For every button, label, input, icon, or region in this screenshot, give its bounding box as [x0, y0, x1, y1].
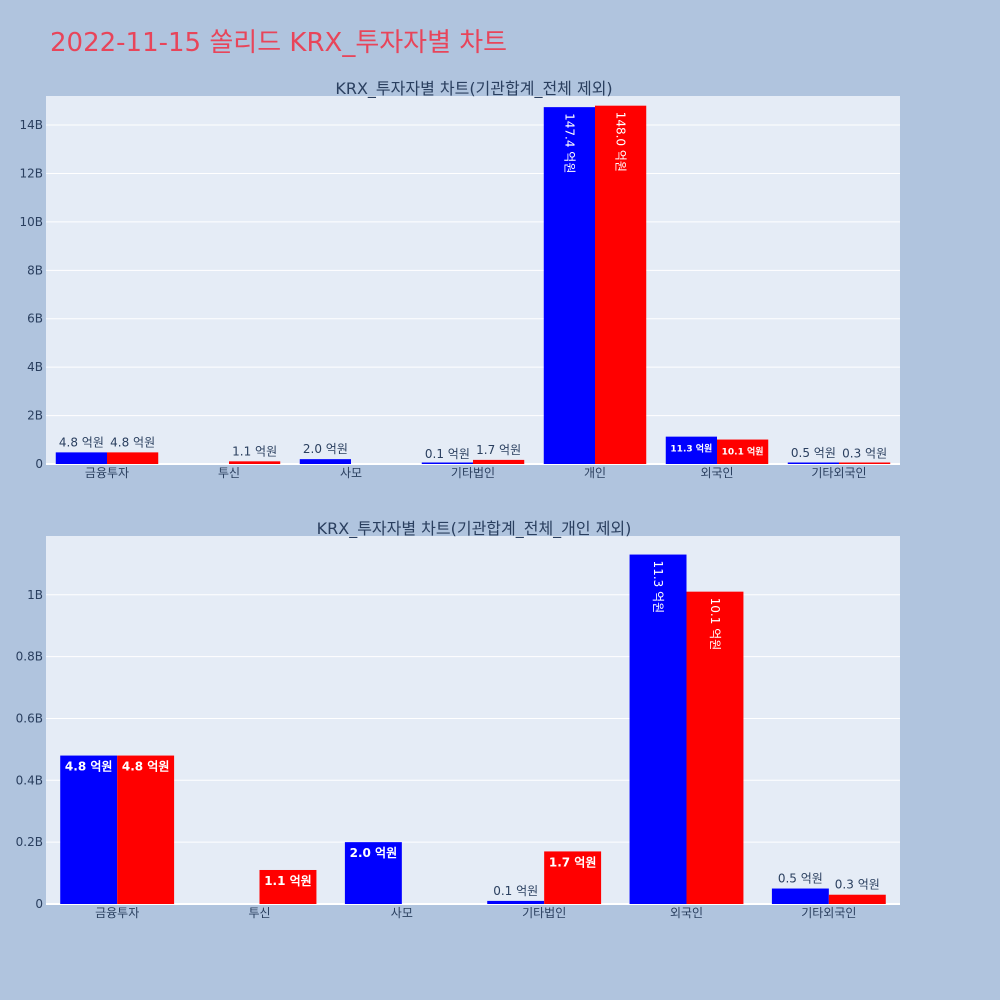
data-label: 0.3 억원: [842, 446, 887, 460]
page-title: 2022-11-15 쏠리드 KRX_투자자별 차트: [50, 28, 508, 58]
bar-red: [686, 591, 744, 904]
bar-blue: [543, 107, 595, 464]
data-label: 0.5 억원: [791, 446, 836, 460]
bar-red: [544, 851, 602, 904]
data-label: 11.3 억원: [670, 443, 712, 455]
data-label: 148.0 억원: [614, 112, 628, 172]
bar-blue: [299, 459, 351, 464]
y-tick-label: 10B: [19, 215, 43, 229]
bar-blue: [60, 755, 118, 904]
x-tick-label: 사모: [340, 466, 362, 480]
y-tick-label: 0: [35, 897, 43, 911]
y-tick-label: 0.8B: [16, 650, 43, 664]
y-tick-label: 1B: [27, 588, 43, 602]
data-label: 1.7 억원: [549, 855, 597, 869]
y-tick-label: 14B: [19, 118, 43, 132]
data-label: 147.4 억원: [562, 113, 576, 173]
chart-title: KRX_투자자별 차트(기관합계_전체_개인 제외): [317, 519, 632, 539]
data-label: 0.5 억원: [778, 872, 823, 886]
x-tick-label: 사모: [391, 906, 413, 920]
bar-blue: [55, 452, 107, 464]
y-tick-label: 6B: [27, 312, 43, 326]
x-tick-label: 외국인: [670, 906, 703, 920]
bar-red: [107, 452, 159, 464]
x-tick-label: 외국인: [700, 466, 733, 480]
bar-blue: [771, 888, 829, 904]
bar-blue: [487, 900, 545, 904]
plot-area: [46, 536, 900, 904]
plot-area: [46, 96, 900, 464]
bar-red: [839, 462, 891, 464]
x-tick-label: 개인: [584, 466, 606, 480]
x-tick-label: 투신: [218, 466, 240, 480]
y-tick-label: 0: [35, 457, 43, 471]
data-label: 10.1 억원: [722, 446, 764, 458]
bar-blue: [629, 554, 687, 904]
data-label: 4.8 억원: [110, 435, 155, 449]
data-label: 11.3 억원: [651, 561, 665, 614]
data-label: 1.7 억원: [476, 443, 521, 457]
bar-red: [473, 459, 525, 464]
bar-red: [117, 755, 175, 904]
bar-blue: [344, 842, 402, 904]
data-label: 4.8 억원: [65, 760, 113, 774]
y-tick-label: 8B: [27, 263, 43, 277]
data-label: 2.0 억원: [303, 442, 348, 456]
x-tick-label: 기타외국인: [811, 466, 866, 480]
bar-blue: [421, 462, 473, 464]
bar-red: [259, 869, 317, 904]
bar-red: [828, 894, 886, 904]
data-label: 4.8 억원: [122, 760, 170, 774]
chart-title: KRX_투자자별 차트(기관합계_전체 제외): [335, 79, 612, 99]
data-label: 0.1 억원: [493, 884, 538, 898]
data-label: 1.1 억원: [232, 444, 277, 458]
x-tick-label: 투신: [248, 906, 270, 920]
data-label: 0.3 억원: [835, 878, 880, 892]
y-tick-label: 2B: [27, 409, 43, 423]
y-tick-label: 0.2B: [16, 835, 43, 849]
y-tick-label: 0.6B: [16, 711, 43, 725]
data-label: 10.1 억원: [708, 598, 722, 651]
x-tick-label: 기타법인: [451, 466, 495, 480]
data-label: 4.8 억원: [59, 435, 104, 449]
bar-blue: [665, 436, 717, 464]
data-label: 2.0 억원: [350, 846, 398, 860]
y-tick-label: 0.4B: [16, 773, 43, 787]
x-tick-label: 금융투자: [95, 906, 139, 920]
chart-excluding-individuals: 0 0.2B 0.4B 0.6B 0.8B 1B KRX_투자자별 차트(기관합계_전체_개…: [16, 519, 900, 920]
data-label: 0.1 억원: [425, 447, 470, 461]
x-tick-label: 기타법인: [522, 906, 566, 920]
bar-red: [595, 105, 647, 465]
chart-all-investors: 0 2B 4B 6B 8B 10B 12B 14B KRX_투자자별 차트(기관합계_전체 제외…: [19, 79, 900, 480]
y-tick-label: 4B: [27, 360, 43, 374]
bar-blue: [787, 462, 839, 464]
bar-red: [717, 439, 769, 464]
bar-red: [229, 461, 281, 464]
x-tick-label: 기타외국인: [801, 906, 856, 920]
data-label: 1.1 억원: [264, 874, 312, 888]
y-tick-label: 12B: [19, 166, 43, 180]
x-tick-label: 금융투자: [85, 466, 129, 480]
